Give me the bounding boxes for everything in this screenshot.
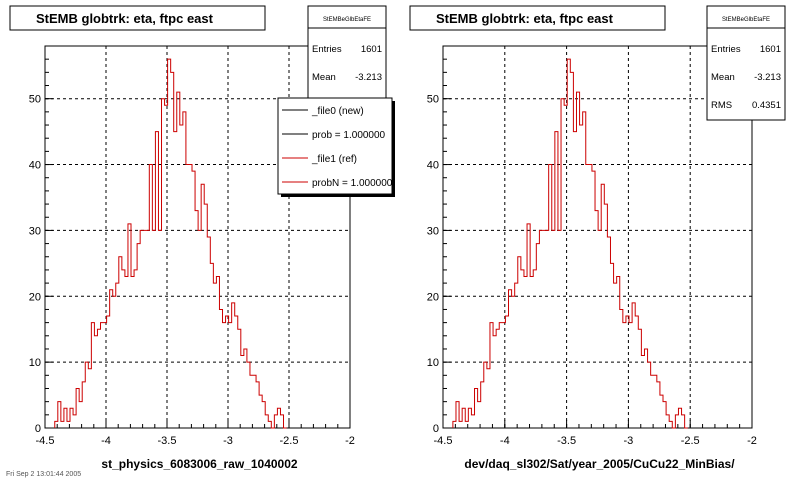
x-tick-label: -2.5	[681, 435, 700, 447]
y-tick-label: 20	[29, 291, 41, 303]
chart-title: StEMB globtrk: eta, ftpc east	[436, 11, 614, 26]
x-tick-label: -3	[624, 435, 634, 447]
axis-ticks: -4.5 -4 -3.5 -3 -2.5 -2 0 10 20 30 40 50	[427, 45, 757, 447]
x-tick-label: -2	[747, 435, 757, 447]
stats-label-mean: Mean	[312, 72, 336, 83]
stats-value-entries: 1601	[760, 44, 781, 55]
legend-label: _file0 (new)	[311, 106, 364, 117]
stats-label-rms: RMS	[711, 100, 732, 111]
x-tick-label: -3	[223, 435, 233, 447]
right-histogram-pad: -4.5 -4 -3.5 -3 -2.5 -2 0 10 20 30 40 50 dev/daq_sl3…	[409, 5, 786, 471]
y-tick-label: 30	[29, 225, 41, 237]
y-tick-label: 20	[427, 291, 439, 303]
histogram-line-ref	[452, 58, 688, 429]
y-tick-label: 10	[29, 357, 41, 369]
left-histogram-pad: -4.5 -4 -3.5 -3 -2.5 -2 0 10 20 30 40 50 st_physics_…	[9, 5, 395, 471]
plot-frame	[442, 45, 753, 429]
y-tick-label: 30	[427, 225, 439, 237]
stats-value-mean: -3.213	[355, 72, 382, 83]
y-tick-label: 0	[433, 423, 439, 435]
y-tick-label: 40	[29, 160, 41, 172]
y-tick-label: 40	[427, 160, 439, 172]
legend-frame	[277, 97, 393, 195]
footer-timestamp: Fri Sep 2 13:01:44 2005	[6, 471, 81, 478]
stats-value-rms: 0.4351	[752, 100, 781, 111]
title-box	[9, 5, 266, 31]
chart-title: StEMB globtrk: eta, ftpc east	[36, 11, 214, 26]
y-tick-label: 50	[427, 94, 439, 106]
y-tick-label: 0	[35, 423, 41, 435]
y-tick-label: 10	[427, 357, 439, 369]
x-axis-title: dev/daq_sl302/Sat/year_2005/CuCu22_MinBi…	[464, 457, 735, 471]
stats-value-entries: 1601	[361, 44, 382, 55]
x-axis-title: st_physics_6083006_raw_1040002	[101, 457, 297, 471]
x-tick-label: -2	[345, 435, 355, 447]
y-tick-label: 50	[29, 94, 41, 106]
stats-name: StEMBeGlbEtaFE	[323, 17, 371, 23]
legend-box: _file0 (new) prob = 1.000000 _file1 (ref) p…	[277, 97, 395, 197]
x-tick-label: -3.5	[557, 435, 576, 447]
title-box	[409, 5, 666, 31]
stats-box-frame	[706, 5, 786, 121]
x-tick-label: -2.5	[280, 435, 299, 447]
stats-box: StEMBeGlbEtaFE Entries 1601 Mean -3.213 RMS 0.…	[706, 5, 786, 121]
stats-value-mean: -3.213	[754, 72, 781, 83]
grid-lines	[443, 46, 752, 428]
legend-label: prob = 1.000000	[312, 130, 386, 141]
legend-label: _file1 (ref)	[311, 154, 357, 165]
stats-label-mean: Mean	[711, 72, 735, 83]
histogram-line-ref	[54, 58, 287, 429]
stats-label-entries: Entries	[312, 44, 342, 55]
axis-ticks: -4.5 -4 -3.5 -3 -2.5 -2 0 10 20 30 40 50	[29, 45, 355, 447]
grid-lines	[45, 46, 350, 428]
legend-label: probN = 1.000000	[312, 178, 393, 189]
x-tick-label: -4	[500, 435, 510, 447]
x-tick-label: -4.5	[434, 435, 453, 447]
x-tick-label: -3.5	[158, 435, 177, 447]
x-tick-label: -4	[101, 435, 111, 447]
stats-name: StEMBeGlbEtaFE	[722, 17, 770, 23]
x-tick-label: -4.5	[36, 435, 55, 447]
stats-label-entries: Entries	[711, 44, 741, 55]
